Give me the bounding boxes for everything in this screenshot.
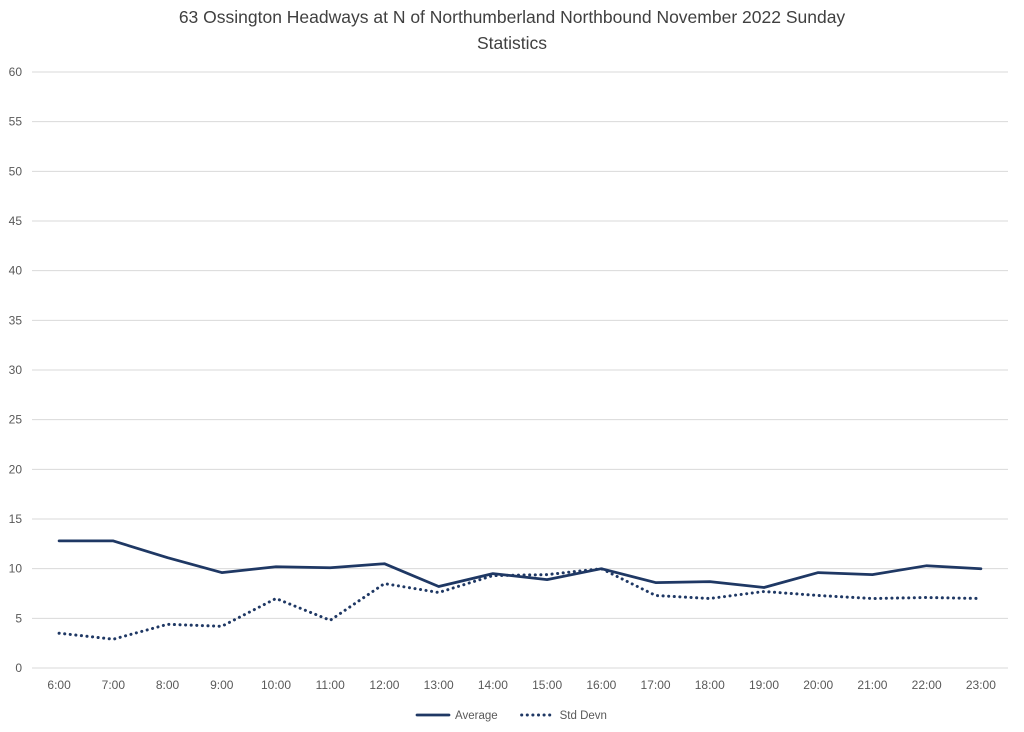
legend: Average Std Devn: [415, 710, 607, 722]
x-tick-label: 23:00: [966, 678, 996, 692]
x-tick-label: 19:00: [749, 678, 779, 692]
x-tick-label: 16:00: [586, 678, 616, 692]
x-tick-label: 7:00: [102, 678, 126, 692]
x-tick-label: 10:00: [261, 678, 291, 692]
x-tick-label: 17:00: [641, 678, 671, 692]
x-tick-label: 18:00: [695, 678, 725, 692]
y-tick-label: 30: [9, 363, 23, 377]
y-tick-label: 20: [9, 462, 23, 476]
y-tick-label: 0: [15, 661, 22, 675]
x-tick-label: 12:00: [369, 678, 399, 692]
series-line-std-devn: [57, 567, 983, 641]
y-tick-label: 45: [9, 214, 23, 228]
y-tick-label: 5: [15, 611, 22, 625]
legend-label-std-devn: Std Devn: [560, 710, 607, 722]
chart-title: 63 Ossington Headways at N of Northumber…: [0, 4, 1024, 56]
x-tick-label: 21:00: [857, 678, 887, 692]
y-tick-label: 55: [9, 115, 23, 129]
y-tick-label: 15: [9, 512, 23, 526]
y-tick-label: 10: [9, 562, 23, 576]
x-tick-label: 22:00: [912, 678, 942, 692]
x-tick-label: 20:00: [803, 678, 833, 692]
y-tick-label: 35: [9, 313, 23, 327]
x-tick-label: 11:00: [316, 678, 345, 692]
series-line-average: [57, 539, 983, 589]
x-tick-label: 14:00: [478, 678, 508, 692]
y-tick-label: 25: [9, 413, 23, 427]
chart-title-text: 63 Ossington Headways at N of Northumber…: [178, 7, 846, 53]
legend-item-average: Average: [415, 710, 498, 722]
x-tick-label: 6:00: [47, 678, 71, 692]
y-tick-label: 50: [9, 164, 23, 178]
x-tick-label: 9:00: [210, 678, 234, 692]
legend-item-std-devn: Std Devn: [520, 710, 607, 722]
x-tick-label: 8:00: [156, 678, 180, 692]
y-tick-label: 60: [9, 65, 23, 79]
y-tick-label: 40: [9, 264, 23, 278]
x-tick-label: 15:00: [532, 678, 562, 692]
legend-label-average: Average: [455, 710, 498, 722]
x-tick-label: 13:00: [424, 678, 454, 692]
